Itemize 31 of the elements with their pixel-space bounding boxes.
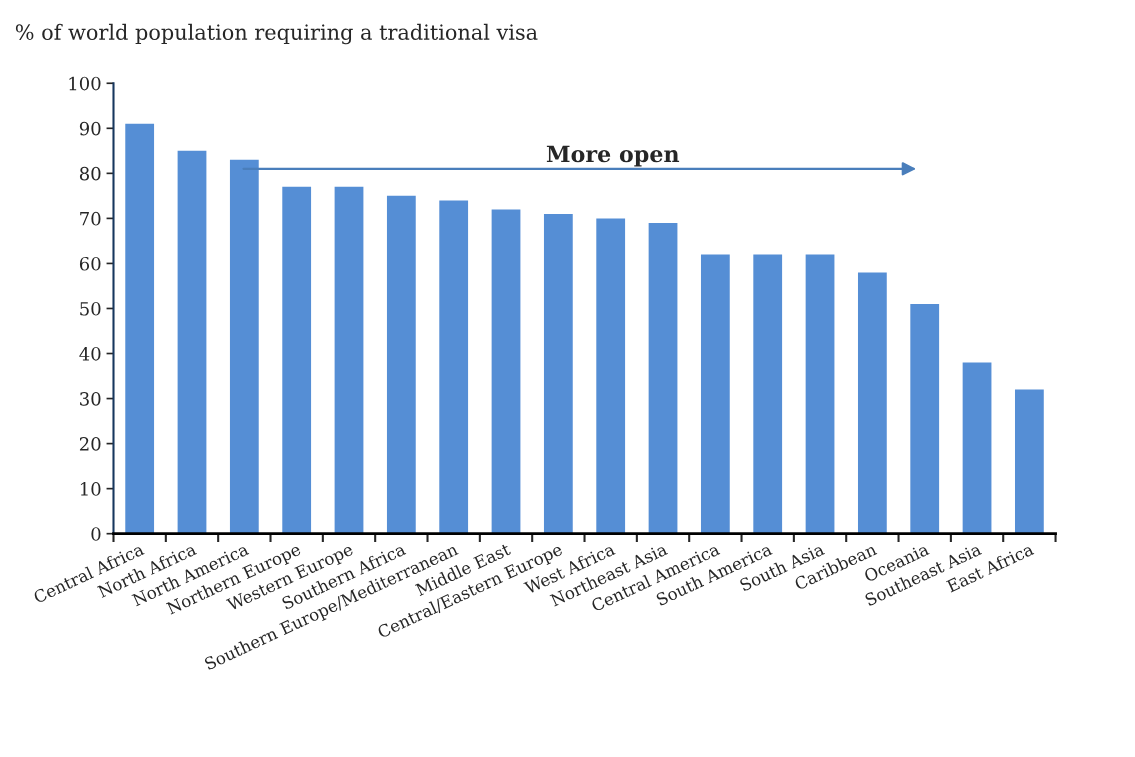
bar [491,209,521,534]
bar [962,362,992,534]
bar [910,303,940,534]
bar [753,254,783,534]
y-tick-label: 100 [69,76,101,91]
y-tick-label: 20 [79,437,101,451]
y-tick-label: 30 [80,392,101,406]
bar [229,159,259,534]
bar [648,222,678,534]
bar [596,218,626,534]
bar [857,272,887,534]
y-tick-label: 0 [91,527,101,541]
bar [386,195,416,534]
bar [543,213,573,534]
bar [177,150,207,534]
bar [1014,389,1044,534]
y-tick-label: 10 [80,482,101,496]
y-tick-label: 80 [79,166,101,181]
y-tick-label: 90 [79,121,101,136]
bar [700,254,730,534]
annotation: More open [546,145,680,167]
bar [805,254,835,534]
y-tick-label: 70 [80,211,101,226]
bar [439,200,469,534]
y-tick-label: 60 [79,256,101,271]
y-axis-title: % of world population requiring a traditional visa [15,23,538,45]
y-tick-label: 50 [80,301,101,316]
bar [334,186,364,534]
y-tick-label: 40 [79,346,101,361]
bar [282,186,312,534]
bar [125,123,155,534]
